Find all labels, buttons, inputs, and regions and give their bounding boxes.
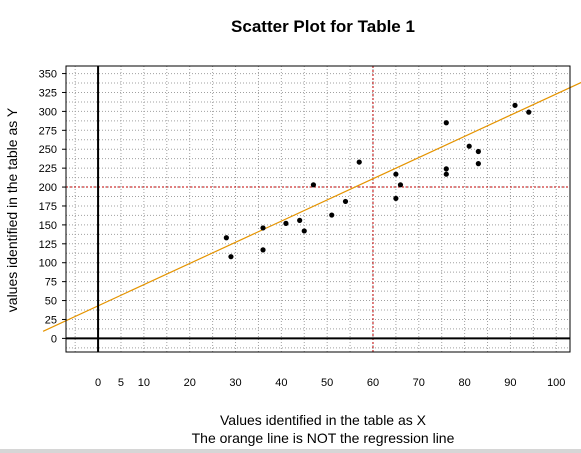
chart-title: Scatter Plot for Table 1 (231, 17, 415, 36)
y-tick-label: 325 (39, 87, 57, 99)
orange-line-layer (42, 81, 581, 332)
data-point (283, 220, 289, 226)
x-tick-label: 50 (321, 377, 333, 389)
x-tick-label: 90 (504, 377, 516, 389)
y-tick-label: 275 (39, 125, 57, 137)
plot-frame (65, 65, 571, 353)
x-tick-label: 70 (413, 377, 425, 389)
x-tick-label: 20 (184, 377, 196, 389)
data-point (443, 120, 449, 126)
data-point (466, 143, 472, 149)
axes (66, 66, 570, 352)
y-tick-label: 150 (39, 220, 57, 232)
data-point (260, 225, 266, 231)
x-tick-label: 80 (458, 377, 470, 389)
data-point (356, 159, 362, 165)
y-tick-label: 0 (51, 333, 57, 345)
data-point (342, 198, 349, 205)
x-tick-label: 60 (367, 377, 379, 389)
data-point (310, 182, 317, 188)
x-tick-label: 0 (95, 377, 101, 389)
data-point (526, 109, 532, 115)
y-tick-label: 200 (39, 182, 57, 194)
data-point (223, 235, 229, 241)
y-tick-label: 50 (45, 296, 57, 308)
y-tick-label: 175 (39, 201, 57, 213)
data-point (329, 212, 335, 218)
data-point (475, 148, 481, 155)
y-tick-label: 100 (39, 258, 57, 270)
data-points (223, 102, 532, 260)
y-tick-label: 75 (45, 277, 57, 289)
x-tick-label: 40 (275, 377, 287, 389)
data-point (228, 254, 234, 260)
y-tick-label: 25 (45, 314, 57, 326)
window-bottom-edge (0, 449, 581, 453)
y-tick-label: 250 (39, 144, 57, 156)
data-point (512, 102, 518, 108)
data-point (393, 195, 399, 202)
x-tick-label: 100 (547, 377, 565, 389)
grid (66, 66, 570, 352)
data-point (443, 171, 449, 177)
x-axis-label: Values identified in the table as X (220, 412, 427, 428)
data-point (475, 161, 481, 167)
data-point (260, 247, 266, 253)
orange-line (42, 81, 581, 332)
data-point (443, 166, 449, 172)
x-axis-note: The orange line is NOT the regression li… (192, 430, 455, 446)
x-tick-labels: 0 5 10 20 30 40 50 60 70 80 90 100 (95, 377, 565, 389)
y-tick-label: 225 (39, 163, 57, 175)
y-tick-label: 300 (39, 106, 57, 118)
y-tick-label: 125 (39, 239, 57, 251)
y-tick-labels: 0 25 50 75 100 125 150 175 200 225 250 275 300 325 350 (39, 69, 66, 345)
data-point (301, 228, 307, 234)
x-tick-label: 5 (118, 377, 124, 389)
data-point (397, 182, 404, 188)
data-point (393, 171, 399, 177)
y-axis-label: values identified in the table as Y (4, 107, 20, 312)
reference-lines (66, 66, 570, 352)
x-tick-label: 10 (138, 377, 150, 389)
x-tick-label: 30 (229, 377, 241, 389)
data-point (297, 217, 303, 223)
y-tick-label: 350 (39, 69, 57, 81)
